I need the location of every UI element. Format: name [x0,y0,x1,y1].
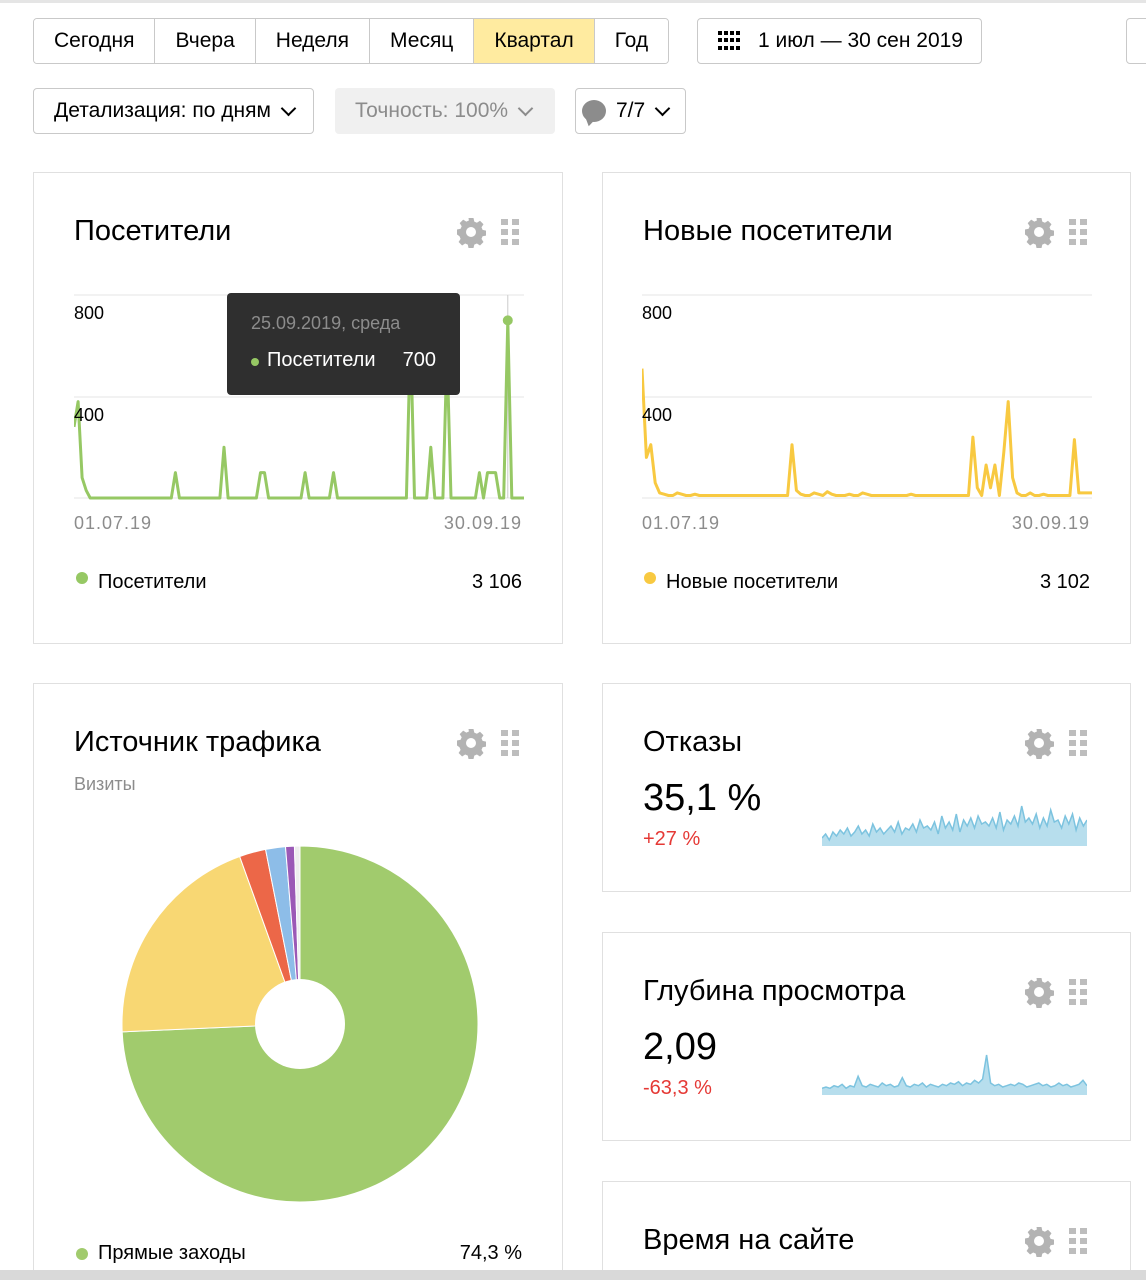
period-quarter-button[interactable]: Квартал [474,19,595,63]
legend-dot [76,572,88,584]
legend-dot [76,1248,88,1260]
drag-handle-icon[interactable] [1069,730,1087,756]
gear-icon[interactable] [1023,216,1055,248]
tooltip-date: 25.09.2019, среда [251,313,401,333]
top-border [0,0,1146,3]
export-button[interactable] [1126,18,1146,64]
x-end-label: 30.09.19 [443,513,522,533]
traffic-pie-chart [121,845,479,1203]
x-start-label: 01.07.19 [74,513,153,533]
chart-tooltip: 25.09.2019, среда Посетители 700 [227,293,460,395]
y-tick-label: 800 [74,303,105,323]
gear-icon[interactable] [1023,1225,1055,1257]
widget-subtitle: Визиты [74,774,136,794]
depth-sparkline [822,1054,1087,1095]
date-range-picker[interactable]: 1 июл — 30 сен 2019 [697,18,982,64]
sparkline-area [822,806,1087,846]
sparkline-area [822,1055,1087,1095]
drag-handle-icon[interactable] [1069,219,1087,245]
metric-delta: -63,3 % [643,1077,712,1099]
metric-value: 35,1 % [643,777,762,819]
period-month-button[interactable]: Месяц [370,19,475,63]
gear-icon[interactable] [1023,976,1055,1008]
pie-slice[interactable] [121,855,301,1033]
metric-delta: +27 % [643,828,701,850]
chevron-down-icon [280,100,297,116]
sparkline-line [822,805,1087,842]
drag-handle-icon[interactable] [1069,1228,1087,1254]
gear-icon[interactable] [455,727,487,759]
sparkline-line [822,1054,1087,1090]
time-on-site-widget: Время на сайте [602,1181,1131,1280]
chevron-down-icon [517,100,534,116]
legend-dot [644,572,656,584]
drag-handle-icon[interactable] [501,730,519,756]
period-week-button[interactable]: Неделя [255,19,371,63]
metric-value: 2,09 [643,1026,717,1068]
new-visitors-widget: Новые посетители 800 400 01.07.19 30.09.… [602,172,1131,644]
accuracy-label: Точность: 100% [355,99,509,122]
legend-value: 74,3 % [459,1242,522,1264]
new-visitors-line-chart [642,294,1092,499]
traffic-source-widget: Источник трафика Визиты Прямые заходы 74… [33,683,563,1280]
visitors-widget: Посетители 800 400 01.07.19 30.09.19 Пос… [33,172,563,644]
y-tick-label: 800 [642,303,673,323]
hover-point [502,315,513,326]
period-selector: Сегодня Вчера Неделя Месяц Квартал Год [33,18,670,64]
series-line [642,368,1092,497]
widget-title: Источник трафика [74,726,321,758]
bounce-widget: Отказы 35,1 % +27 % [602,683,1131,892]
legend-value: 3 102 [1039,571,1090,593]
detail-dropdown[interactable]: Детализация: по дням [33,88,314,134]
calendar-icon [718,31,742,51]
segments-dropdown[interactable]: 7/7 [575,88,686,134]
widget-title: Отказы [643,726,743,758]
comment-bubble-icon [582,100,606,122]
tooltip-dot [251,358,259,366]
bottom-scrollbar[interactable] [0,1270,1146,1280]
legend-label: Прямые заходы [98,1242,246,1264]
date-range-label: 1 июл — 30 сен 2019 [758,29,963,52]
x-end-label: 30.09.19 [1011,513,1090,533]
widget-title: Новые посетители [643,215,893,247]
depth-widget: Глубина просмотра 2,09 -63,3 % [602,932,1131,1141]
period-today-button[interactable]: Сегодня [34,19,156,63]
segments-label: 7/7 [616,99,646,122]
tooltip-series: Посетители [267,349,376,371]
chevron-down-icon [654,100,671,116]
gear-icon[interactable] [455,216,487,248]
tooltip-value: 700 [402,349,436,371]
widget-title: Глубина просмотра [643,975,906,1007]
drag-handle-icon[interactable] [1069,979,1087,1005]
period-year-button[interactable]: Год [594,19,669,63]
legend-value: 3 106 [471,571,522,593]
widget-title: Посетители [74,215,232,247]
period-yesterday-button[interactable]: Вчера [155,19,256,63]
bounce-sparkline [822,805,1087,846]
series-line [74,318,524,500]
detail-label: Детализация: по дням [54,99,271,122]
gear-icon[interactable] [1023,727,1055,759]
legend-label: Посетители [98,571,207,593]
x-start-label: 01.07.19 [642,513,721,533]
donut-hole [255,979,345,1069]
accuracy-dropdown[interactable]: Точность: 100% [335,88,555,134]
widget-title: Время на сайте [643,1224,855,1256]
drag-handle-icon[interactable] [501,219,519,245]
y-tick-label: 400 [642,405,673,425]
legend-label: Новые посетители [666,571,839,593]
y-tick-label: 400 [74,405,105,425]
